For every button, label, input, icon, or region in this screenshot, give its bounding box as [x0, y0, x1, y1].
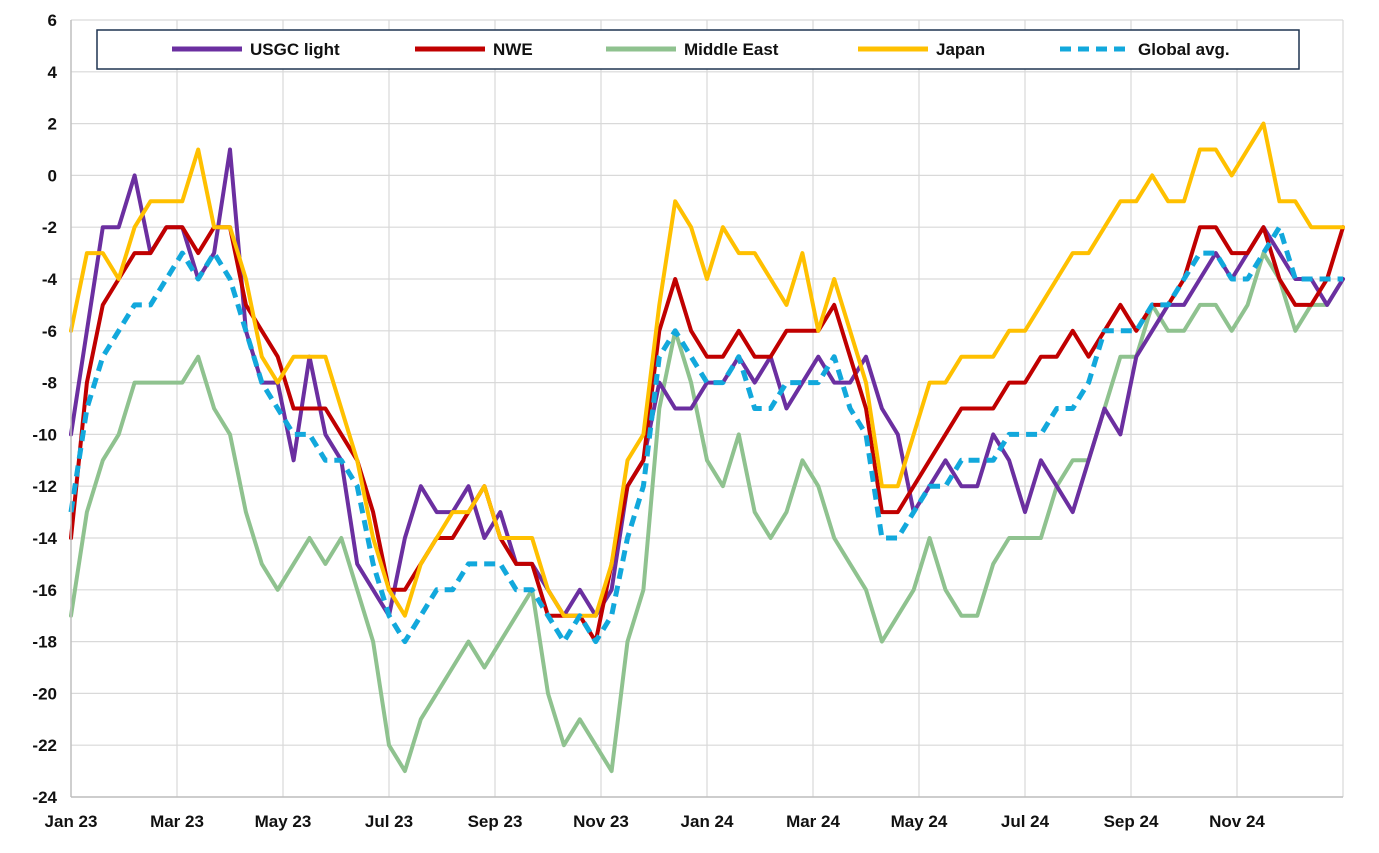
- axes: [70, 20, 1343, 798]
- x-tick-label: Nov 24: [1209, 812, 1265, 831]
- x-tick-label: May 24: [891, 812, 948, 831]
- x-tick-label: Jan 23: [45, 812, 98, 831]
- y-tick-label: -22: [32, 736, 57, 755]
- series-line-global-avg: [68, 224, 1343, 645]
- series-line-middle-east: [69, 251, 1345, 774]
- y-tick-label: -8: [42, 374, 57, 393]
- y-tick-label: 0: [48, 166, 57, 185]
- x-tick-label: Jul 24: [1001, 812, 1050, 831]
- legend-label-middle-east: Middle East: [684, 40, 779, 59]
- series-line-japan: [69, 121, 1345, 618]
- y-tick-label: 2: [48, 115, 57, 134]
- x-tick-label: Jan 24: [681, 812, 734, 831]
- x-tick-label: Mar 23: [150, 812, 204, 831]
- y-tick-label: -12: [32, 477, 57, 496]
- x-tick-label: Nov 23: [573, 812, 629, 831]
- legend-label-japan: Japan: [936, 40, 985, 59]
- y-tick-label: -16: [32, 581, 57, 600]
- y-tick-label: -6: [42, 322, 57, 341]
- x-tick-label: Mar 24: [786, 812, 840, 831]
- y-tick-label: -24: [32, 788, 57, 807]
- y-tick-label: 4: [48, 63, 58, 82]
- series-line-usgc-light: [69, 147, 1345, 618]
- y-tick-label: -20: [32, 684, 57, 703]
- y-tick-label: -18: [32, 633, 57, 652]
- y-axis-tick-labels: 6 4 2 0 -2 -4 -6 -8 -10 -12 -14 -16 -18 -20 -22 -24: [32, 11, 57, 807]
- x-axis-tick-labels: Jan 23 Mar 23 May 23 Jul 23 Sep 23 Nov 23 Jan …: [45, 812, 1266, 831]
- x-tick-label: Jul 23: [365, 812, 413, 831]
- y-tick-label: -2: [42, 218, 57, 237]
- y-tick-label: -4: [42, 270, 58, 289]
- y-tick-label: -10: [32, 425, 57, 444]
- legend: USGC light NWE Middle East Japan Global avg.: [96, 29, 1300, 70]
- y-tick-label: -14: [32, 529, 57, 548]
- legend-label-nwe: NWE: [493, 40, 533, 59]
- legend-label-usgc-light: USGC light: [250, 40, 340, 59]
- x-tick-label: Sep 24: [1104, 812, 1159, 831]
- x-tick-label: Sep 23: [468, 812, 523, 831]
- x-tick-label: May 23: [255, 812, 312, 831]
- y-tick-label: 6: [48, 11, 57, 30]
- legend-label-global-avg: Global avg.: [1138, 40, 1230, 59]
- series-lines: [68, 121, 1345, 774]
